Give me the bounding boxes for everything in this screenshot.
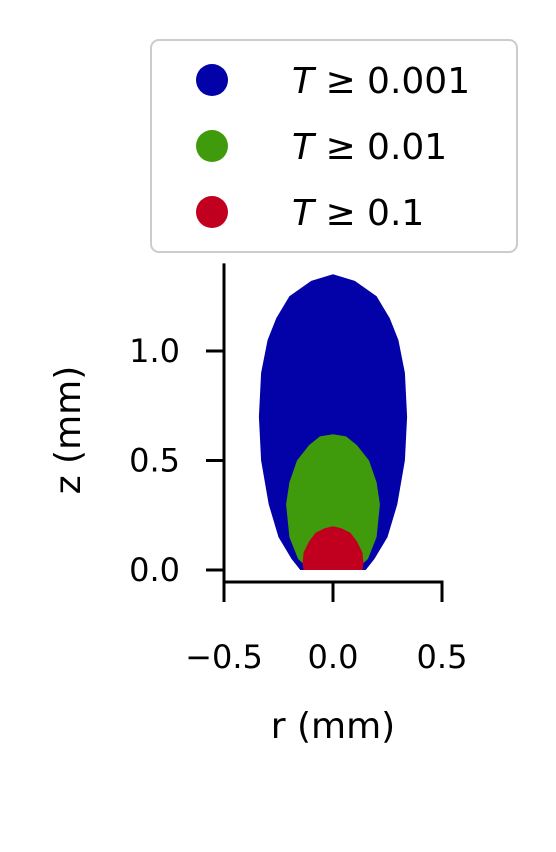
x-tick-label: −0.5 [185,638,263,676]
y-tick-label: 0.0 [129,551,180,589]
plot-areas [258,274,408,570]
legend-label-2: T ≥ 0.01 [292,127,447,168]
x-tick-label: 0.5 [417,638,468,676]
y-tick-label: 1.0 [129,332,180,370]
legend-label-3: T ≥ 0.1 [292,193,424,234]
legend-marker-3 [196,196,228,228]
region-2 [286,434,380,570]
region-3 [302,526,364,570]
legend-frame [150,39,518,253]
y-axis-label: z (mm) [48,366,89,495]
legend-marker-1 [196,64,228,96]
x-axis-label: r (mm) [271,706,395,747]
legend-label-1: T ≥ 0.001 [292,61,470,102]
ticks: −0.5 0.0 0.5 0.0 0.5 1.0 [129,332,467,676]
x-tick-label: 0.0 [308,638,359,676]
legend: T ≥ 0.001 T ≥ 0.01 T ≥ 0.1 [150,39,518,253]
y-tick-label: 0.5 [129,442,180,480]
legend-marker-2 [196,130,228,162]
